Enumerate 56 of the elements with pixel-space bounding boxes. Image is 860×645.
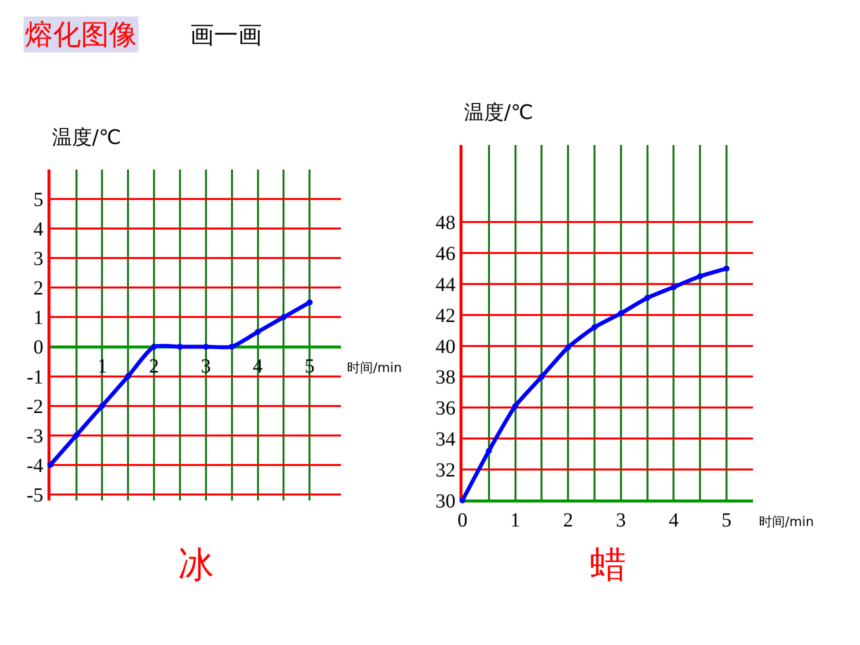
x-tick-label: 3 (616, 509, 626, 532)
y-tick-label: 1 (33, 307, 44, 330)
point (512, 403, 518, 410)
point (125, 373, 132, 380)
y-tick-label: 3 (33, 248, 44, 270)
point (618, 310, 624, 316)
y-tick-label: 40 (435, 336, 456, 358)
chart-subtitle: 画一画 (190, 21, 262, 49)
y-axis-title: 温度/℃ (52, 125, 122, 149)
point (644, 294, 650, 301)
y-tick-label: 48 (435, 212, 456, 234)
point (254, 328, 261, 335)
point (280, 314, 287, 320)
point (202, 344, 209, 350)
point (565, 344, 572, 350)
y-tick-label: 5 (33, 188, 44, 211)
text: 冰 (178, 545, 214, 586)
point (591, 324, 598, 330)
x-tick-label: 5 (722, 509, 732, 532)
point (459, 497, 466, 504)
point (177, 344, 183, 350)
point (73, 432, 80, 438)
y-tick-label: 44 (435, 274, 456, 296)
x-axis-title: 时间/min (347, 361, 402, 376)
point (724, 266, 730, 272)
point (697, 273, 704, 280)
y-tick-label: 32 (435, 459, 456, 482)
point (486, 448, 492, 454)
point (306, 299, 313, 306)
x-tick-label: 1 (510, 509, 520, 532)
point (228, 344, 235, 350)
y-tick-label: 36 (435, 398, 456, 420)
y-tick-label: -1 (26, 366, 44, 388)
text: 蜡 (590, 545, 626, 586)
point (151, 344, 158, 350)
y-tick-label: 46 (435, 243, 456, 266)
y-tick-label: 0 (33, 336, 44, 359)
y-tick-label: 38 (435, 366, 456, 389)
point (99, 402, 106, 409)
chart-title: 熔化图像 (25, 18, 137, 51)
y-tick-label: -2 (26, 396, 44, 418)
y-axis-title: 温度/℃ (464, 100, 534, 124)
y-tick-label: 30 (435, 490, 456, 512)
y-tick-label: -3 (26, 425, 44, 448)
y-tick-label: 42 (435, 304, 456, 327)
x-axis-title: 时间/min (759, 515, 814, 530)
x-tick-label: 4 (668, 509, 679, 532)
point (538, 374, 545, 380)
y-tick-label: 2 (33, 278, 44, 300)
point (47, 462, 54, 468)
y-tick-label: -5 (26, 484, 44, 506)
y-tick-label: -4 (26, 454, 44, 477)
x-tick-label: 2 (563, 509, 574, 532)
y-tick-label: 34 (435, 428, 456, 451)
y-tick-label: 4 (33, 218, 44, 240)
point (670, 284, 677, 290)
